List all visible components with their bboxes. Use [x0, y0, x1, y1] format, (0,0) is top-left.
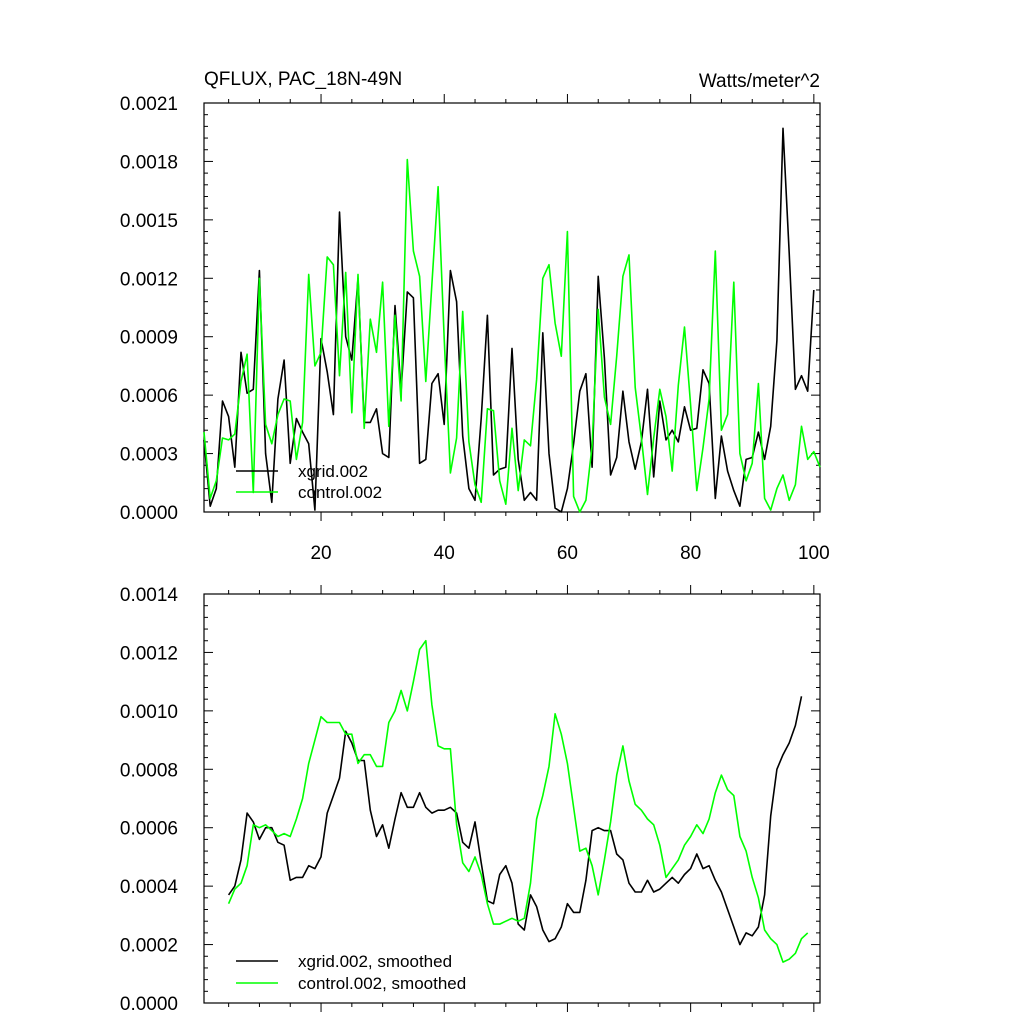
legend-label: control.002, smoothed	[298, 974, 466, 993]
series-line-xgrid	[203, 127, 815, 513]
y-tick-label: 0.0010	[120, 702, 178, 723]
y-tick-label: 0.0002	[120, 936, 178, 957]
top-panel: 0.0000 0.0003 0.0006 0.0009 0.0012 0.0015 0.00…	[120, 94, 830, 564]
y-tick-label: 0.0006	[120, 386, 178, 407]
units-label: Watts/meter^2	[699, 71, 820, 92]
x-tick-label: 100	[798, 543, 830, 564]
y-tick-label: 0.0003	[120, 445, 178, 466]
y-tick-label: 0.0008	[120, 760, 178, 781]
y-tick-label: 0.0006	[120, 819, 178, 840]
y-tick-label: 0.0015	[120, 211, 178, 232]
x-tick-label: 20	[310, 543, 331, 564]
series-line-control	[227, 639, 809, 963]
series-line-control	[203, 158, 821, 513]
legend-label: control.002	[298, 483, 382, 502]
y-tick-label: 0.0021	[120, 94, 178, 115]
y-tick-label: 0.0004	[120, 877, 179, 898]
plot-frame	[203, 593, 821, 1004]
legend-label: xgrid.002	[298, 462, 368, 481]
legend-label: xgrid.002, smoothed	[298, 952, 452, 971]
y-tick-label: 0.0014	[120, 585, 179, 606]
x-tick-label: 60	[557, 543, 578, 564]
x-tick-label: 80	[680, 543, 701, 564]
bottom-panel: 0.0000 0.0002 0.0004 0.0006 0.0008 0.0010 0.00…	[120, 585, 821, 1015]
y-tick-label: 0.0009	[120, 328, 178, 349]
plot-frame	[203, 102, 821, 513]
x-tick-label: 40	[434, 543, 455, 564]
y-tick-label: 0.0000	[120, 503, 178, 524]
y-tick-label: 0.0012	[120, 643, 178, 664]
y-tick-label: 0.0000	[120, 994, 178, 1015]
y-tick-label: 0.0018	[120, 152, 178, 173]
chart-title: QFLUX, PAC_18N-49N	[204, 69, 402, 90]
y-tick-label: 0.0012	[120, 269, 178, 290]
series-line-xgrid	[227, 696, 803, 946]
